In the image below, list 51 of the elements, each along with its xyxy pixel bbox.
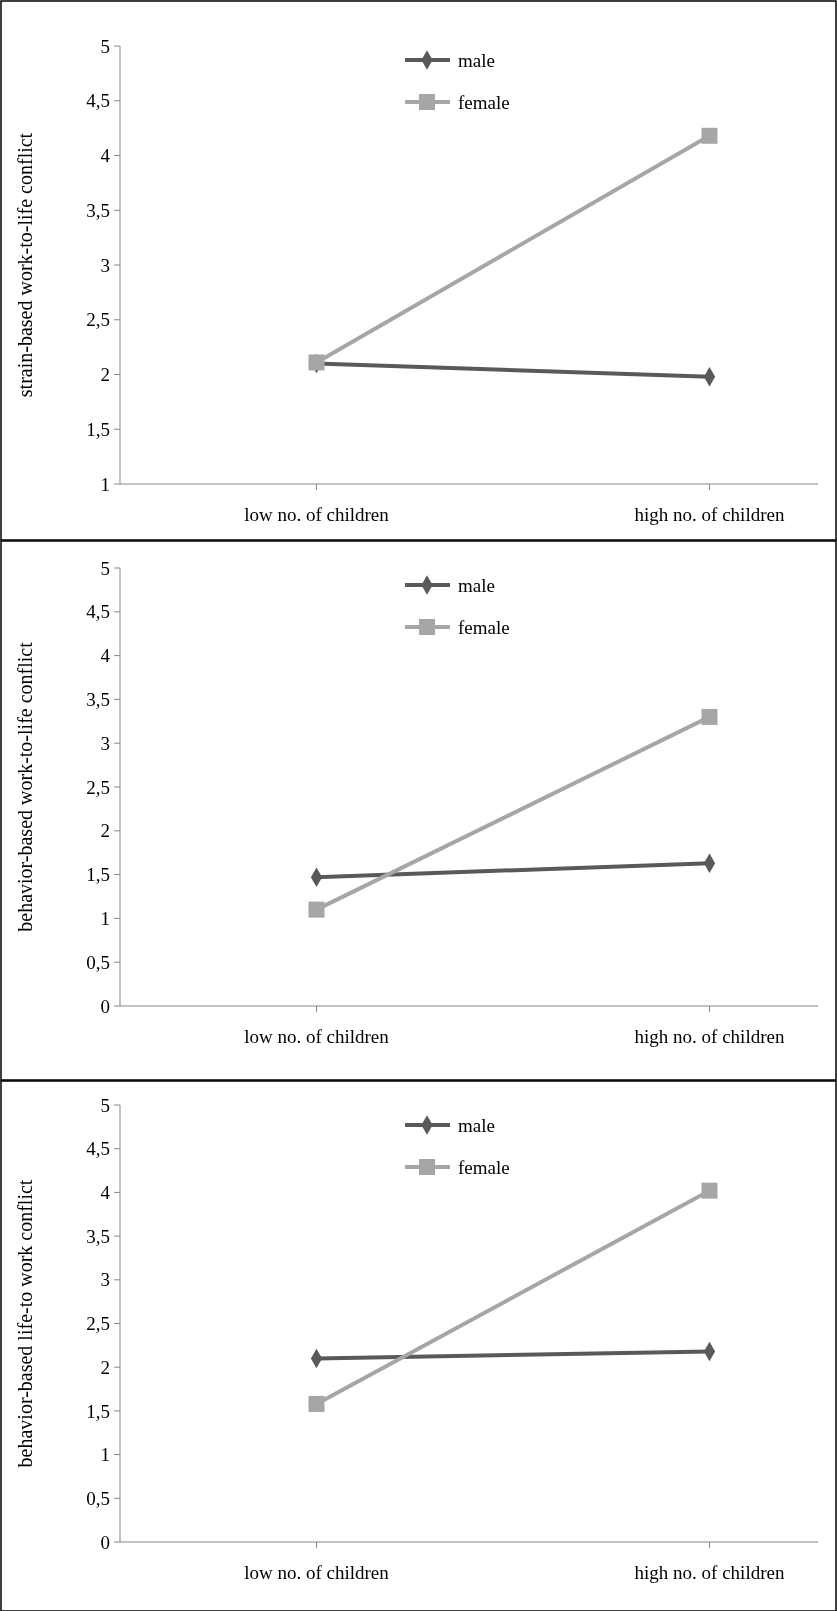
y-tick-label: 3 (100, 1269, 110, 1291)
y-axis-title: strain-based work-to-life conflict (14, 132, 36, 398)
x-tick-label: low no. of children (244, 1026, 390, 1047)
x-tick-label: high no. of children (634, 1562, 785, 1583)
point (701, 1182, 718, 1199)
y-tick-label: 2,5 (86, 1313, 110, 1335)
y-tick-label: 4,5 (86, 90, 110, 112)
y-tick-label: 1 (100, 908, 110, 930)
y-tick-label: 0,5 (86, 951, 110, 973)
y-tick-label: 4,5 (86, 1138, 110, 1160)
y-tick-label: 0 (100, 1531, 110, 1553)
point (701, 127, 718, 144)
y-tick-label: 5 (100, 1094, 110, 1116)
y-axis-title: behavior-based life-to work conflict (14, 1179, 36, 1468)
y-tick-label: 0,5 (86, 1487, 110, 1509)
x-tick-label: high no. of children (634, 1026, 785, 1047)
y-tick-label: 2,5 (86, 309, 110, 331)
y-tick-label: 5 (100, 35, 110, 57)
legend-label: male (458, 49, 495, 71)
y-tick-label: 0 (100, 995, 110, 1017)
x-tick-label: low no. of children (244, 1562, 390, 1583)
y-tick-label: 5 (100, 557, 110, 579)
x-tick-label: high no. of children (634, 504, 785, 525)
legend-label: female (458, 616, 510, 638)
y-tick-label: 4 (100, 645, 111, 667)
y-tick-label: 3,5 (86, 199, 110, 221)
legend-label: female (458, 1156, 510, 1178)
point (308, 901, 325, 918)
y-tick-label: 1,5 (86, 418, 110, 440)
point (701, 708, 718, 725)
y-tick-label: 3 (100, 732, 110, 754)
y-tick-label: 3,5 (86, 1225, 110, 1247)
y-tick-label: 4 (100, 145, 111, 167)
y-tick-label: 1 (100, 1444, 110, 1466)
y-tick-label: 2,5 (86, 776, 110, 798)
legend-label: male (458, 574, 495, 596)
y-tick-label: 1 (100, 473, 110, 495)
y-tick-label: 4 (100, 1182, 111, 1204)
y-tick-label: 3,5 (86, 689, 110, 711)
legend-label: male (458, 1114, 495, 1136)
y-tick-label: 4,5 (86, 601, 110, 623)
y-tick-label: 1,5 (86, 1400, 110, 1422)
y-tick-label: 3 (100, 254, 110, 276)
y-tick-label: 1,5 (86, 864, 110, 886)
legend-label: female (458, 91, 510, 113)
y-tick-label: 2 (100, 364, 110, 386)
point (308, 1395, 325, 1412)
x-tick-label: low no. of children (244, 504, 390, 525)
y-tick-label: 2 (100, 1356, 110, 1378)
y-tick-label: 2 (100, 820, 110, 842)
y-axis-title: behavior-based work-to-life conflict (14, 641, 36, 932)
